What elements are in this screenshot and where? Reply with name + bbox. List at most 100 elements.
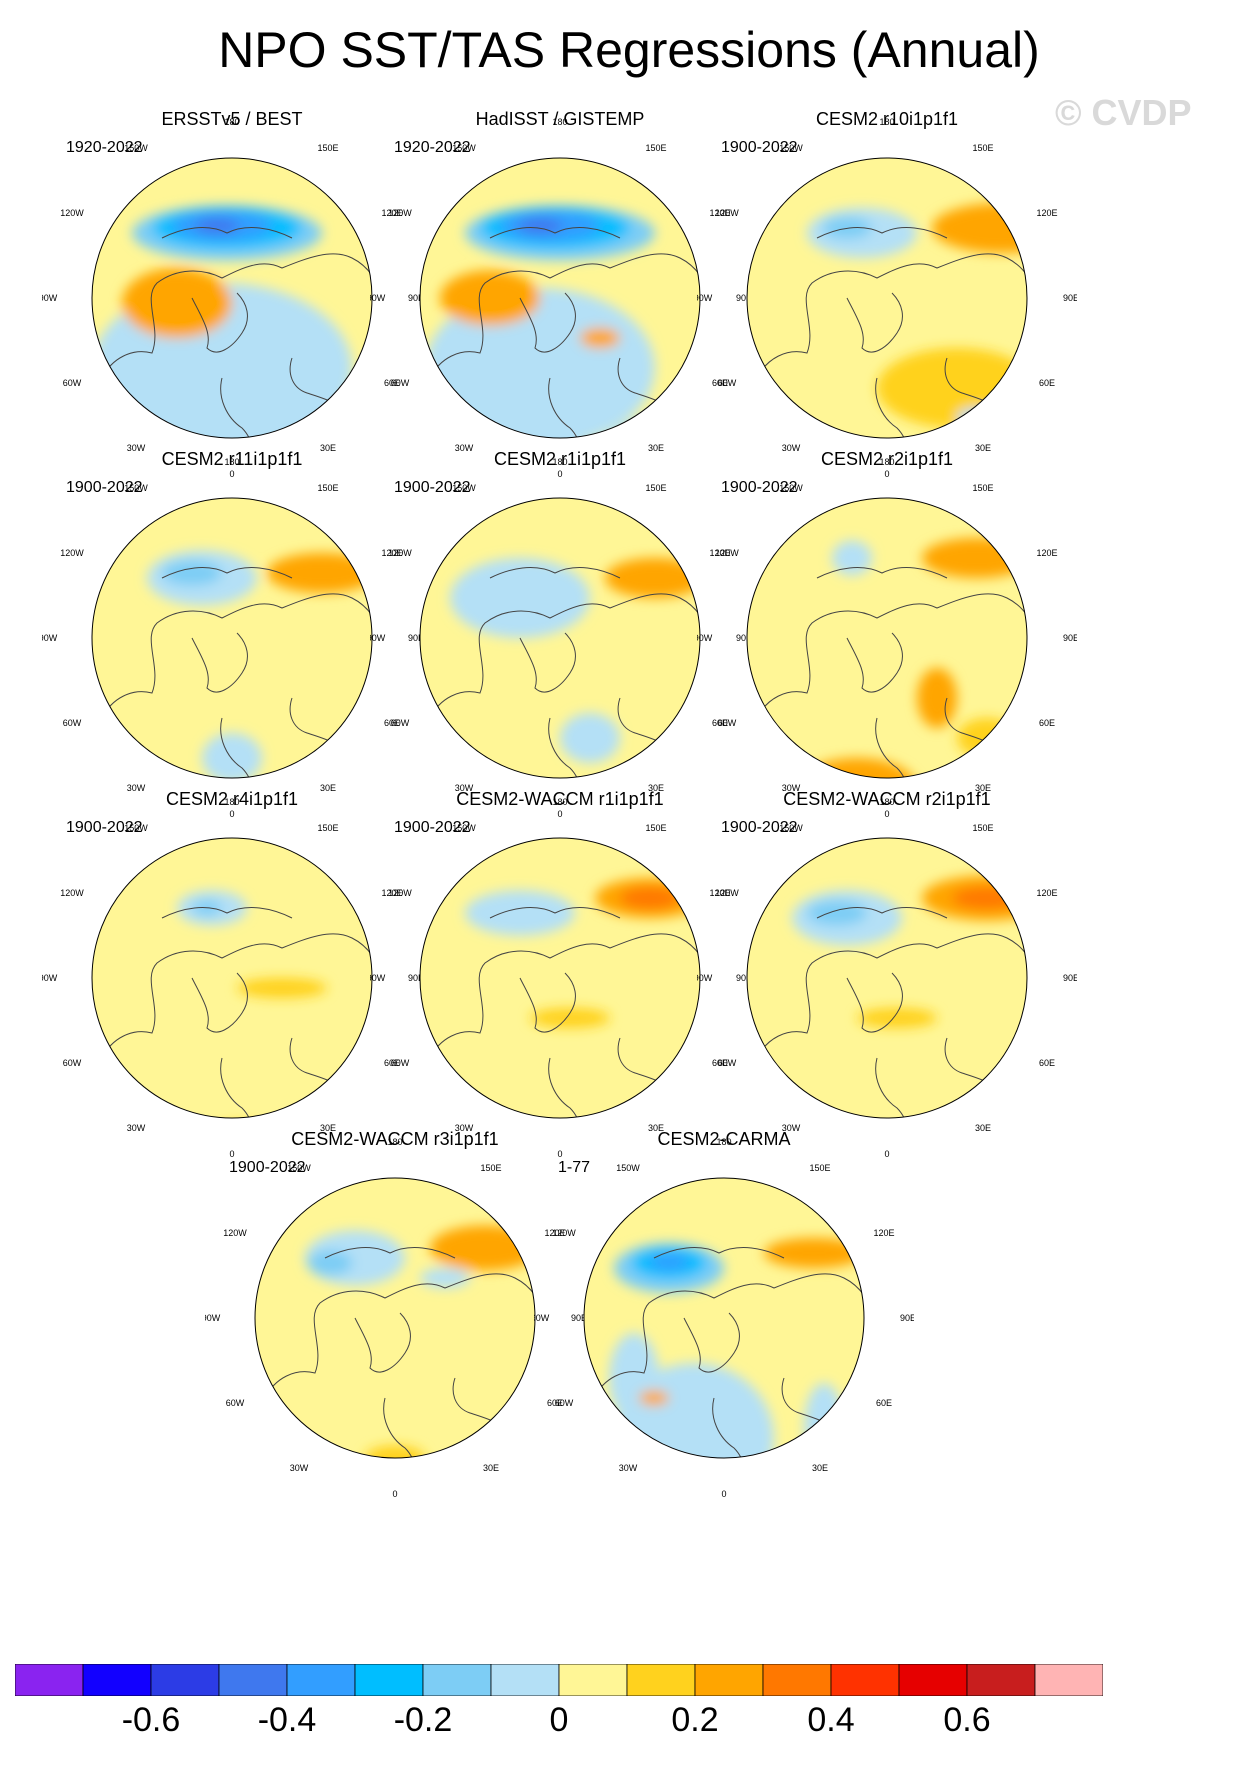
panel-title: CESM2-WACCM r2i1p1f1 [783,789,991,809]
colorbar-segment [762,1664,832,1696]
longitude-label: 30E [812,1463,828,1473]
longitude-label: 150W [124,823,148,833]
longitude-label: 120W [388,888,412,898]
longitude-label: 90W [370,293,386,303]
map-panel: 180 150E 120E 90E 60E 30E 0 30W 60W 90W 120W 150W CE… [697,448,1077,828]
anomaly-region [530,1008,610,1028]
panel-period: 1900-2022 [66,819,143,836]
longitude-label: 120E [381,888,402,898]
longitude-label: 30W [127,1123,146,1133]
panel-period: 1900-2022 [394,479,471,496]
longitude-label: 60E [1039,718,1055,728]
longitude-label: 30W [455,443,474,453]
longitude-label: 0 [557,469,562,479]
longitude-label: 30W [290,1463,309,1473]
longitude-label: 120E [544,1228,565,1238]
colorbar-segment [898,1664,968,1696]
polar-map: 180 150E 120E 90E 60E 30E 0 30W 60W 90W 120W 150W [370,457,750,819]
colorbar-segment [218,1664,288,1696]
longitude-label: 150W [124,483,148,493]
longitude-label: 0 [884,469,889,479]
panel-period: 1900-2022 [721,479,798,496]
longitude-label: 150E [317,823,338,833]
panel-period: 1900-2022 [721,819,798,836]
anomaly-region [307,1250,353,1276]
longitude-label: 180 [879,797,894,807]
coastline [593,1247,864,1458]
longitude-label: 30W [127,443,146,453]
longitude-label: 90W [42,293,58,303]
anomaly-region [807,900,867,926]
longitude-label: 0 [884,1149,889,1159]
longitude-label: 0 [392,1489,397,1499]
longitude-label: 30W [782,443,801,453]
colorbar-tick-label: 0.6 [943,1701,991,1739]
longitude-label: 150W [452,143,476,153]
longitude-label: 150W [452,823,476,833]
longitude-label: 150E [809,1163,830,1173]
longitude-label: 120W [715,888,739,898]
map-boundary [419,837,701,1119]
longitude-label: 90W [370,973,386,983]
longitude-label: 120E [1036,548,1057,558]
colorbar-segment [1034,1664,1103,1696]
polar-map: 180 150E 120E 90E 60E 30E 0 30W 60W 90W 120W 150W [697,457,1077,819]
map-boundary [254,1177,536,1459]
anomaly-region [922,538,1027,578]
polar-map: 180 150E 120E 90E 60E 30E 0 30W 60W 90W 120W 150W [370,797,750,1159]
colorbar-segment [626,1664,696,1696]
panel-title: CESM2 r1i1p1f1 [493,449,627,469]
anomaly-region [517,218,563,234]
map-boundary [91,837,373,1119]
longitude-label: 120E [709,208,730,218]
longitude-label: 90W [697,293,713,303]
panel-period: 1-77 [558,1159,591,1176]
anomaly-region [764,1238,864,1268]
coastline [101,567,372,778]
map-boundary [746,497,1028,779]
longitude-label: 30E [975,443,991,453]
colorbar-segment [422,1664,492,1696]
map-boundary [419,157,701,439]
anomaly-region [430,1225,535,1271]
longitude-label: 60W [63,718,82,728]
figure-title: NPO SST/TAS Regressions (Annual) [218,22,1040,78]
panel-period: 1900-2022 [394,819,471,836]
longitude-label: 120E [709,548,730,558]
longitude-label: 150E [317,143,338,153]
colorbar-tick-label: -0.4 [257,1701,317,1739]
longitude-label: 90E [408,633,422,643]
longitude-label: 120E [381,548,402,558]
panel-period: 1920-2022 [394,139,471,156]
colorbar-segment [966,1664,1036,1696]
longitude-label: 150W [779,823,803,833]
longitude-label: 60W [63,378,82,388]
colorbar-segment [150,1664,220,1696]
anomaly-region [932,203,1027,253]
longitude-label: 90E [900,1313,914,1323]
colorbar-segment [490,1664,560,1696]
anomaly-region [957,718,1017,758]
longitude-label: 60E [712,1058,728,1068]
longitude-label: 120W [388,548,412,558]
panel-period: 1900-2022 [721,139,798,156]
colorbar-segment [15,1664,84,1696]
longitude-label: 90W [534,1313,550,1323]
longitude-label: 150E [317,483,338,493]
longitude-label: 60E [1039,378,1055,388]
longitude-label: 30E [320,443,336,453]
anomaly-region [450,558,590,638]
map-panel: 180 150E 120E 90E 60E 30E 0 30W 60W 90W 120W 150W ER… [42,108,422,488]
colorbar-segment [694,1664,764,1696]
map-boundary [419,497,701,779]
colorbar-tick-label: -0.6 [121,1701,181,1739]
panel-period: 1900-2022 [229,1159,306,1176]
map-boundary [746,157,1028,439]
coastline [101,227,372,438]
longitude-label: 60W [391,1058,410,1068]
colorbar [15,1664,1103,1696]
longitude-label: 180 [552,457,567,467]
panel-title: HadISST / GISTEMP [475,109,645,129]
longitude-label: 30E [648,1123,664,1133]
panel-period: 1900-2022 [66,479,143,496]
